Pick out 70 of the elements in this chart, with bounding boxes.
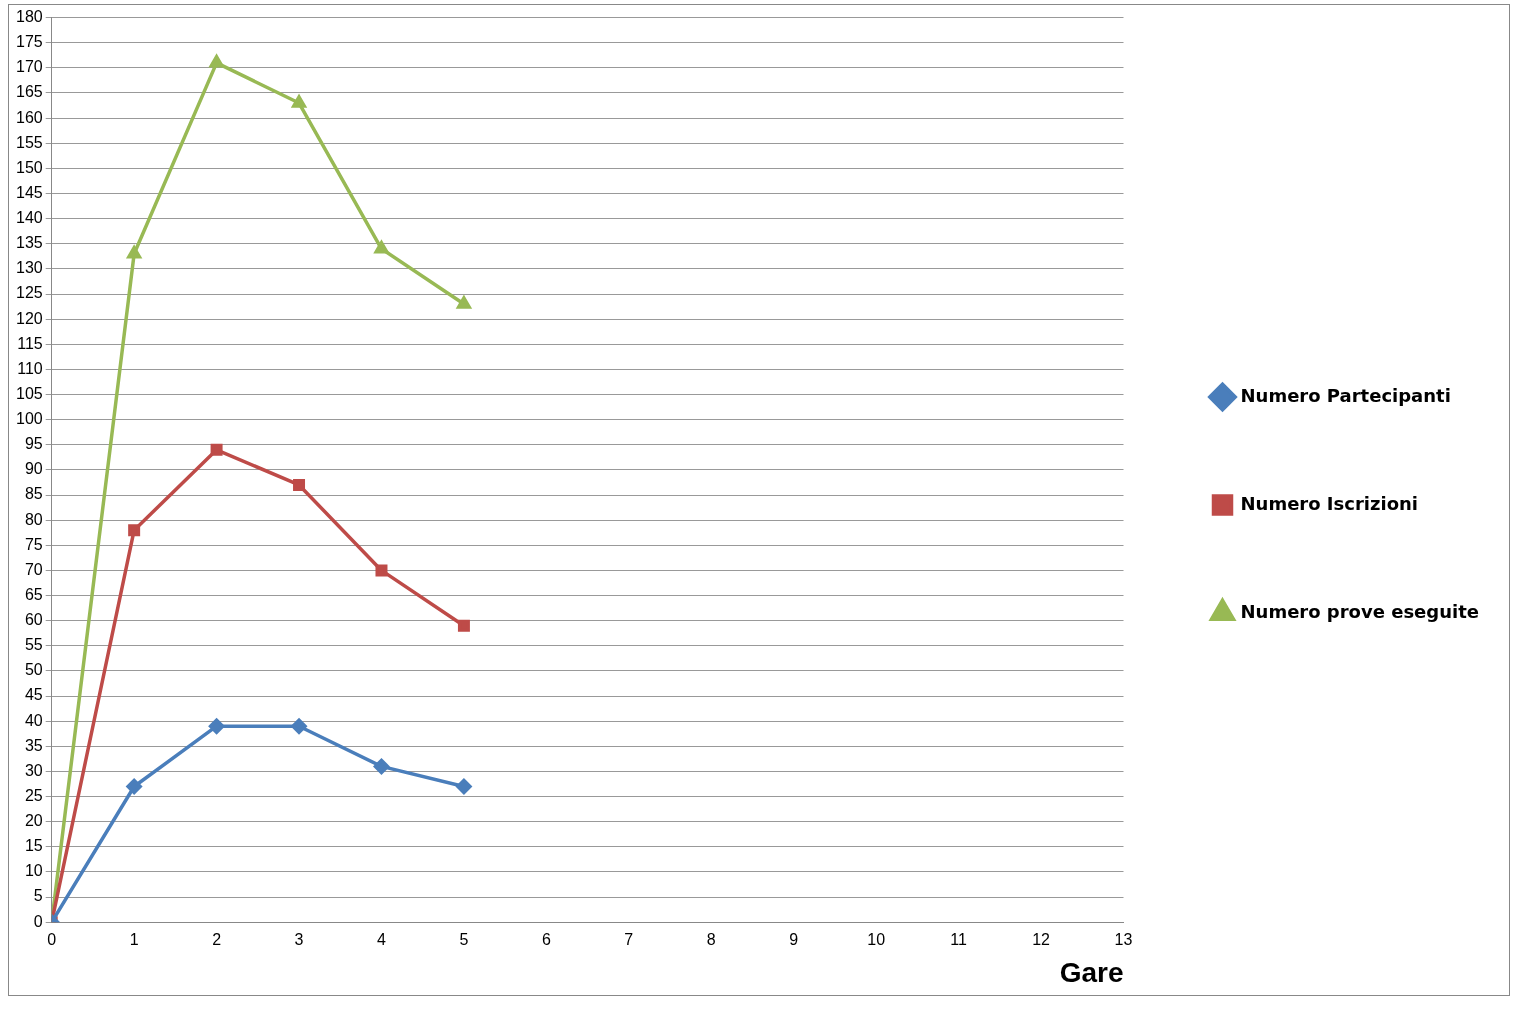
y-tick-label: 100 [15,410,43,428]
point [374,241,389,254]
point [456,778,472,795]
point [210,443,223,456]
y-tick-label: 175 [15,33,43,51]
x-tick-label: 8 [706,931,716,949]
x-tick-label: 11 [950,931,968,949]
y-tick-label: 140 [15,209,43,227]
y-tick-label: 170 [15,58,43,76]
x-tick-label: 12 [1032,931,1051,949]
y-tick-label: 30 [24,761,43,779]
legend-label: Numero Iscrizioni [1240,492,1418,514]
point [293,478,306,491]
point [456,296,471,309]
x-tick-label: 1 [129,931,139,949]
y-tick-label: 45 [24,686,43,704]
y-tick-label: 65 [24,585,43,603]
y-tick-label: 85 [24,485,43,503]
y-tick-label: 50 [24,661,43,679]
y-tick-label: 135 [15,234,43,252]
y-tick-label: 110 [17,359,43,377]
y-tick-label: 15 [24,837,43,855]
point [208,718,225,734]
x-tick-label: 0 [47,931,57,949]
x-tick-label: 6 [541,931,551,949]
point [292,95,306,108]
y-tick-label: 125 [15,284,43,302]
x-tick-label: 9 [789,931,799,949]
point [373,758,390,775]
y-tick-label: 165 [15,83,43,101]
x-tick-label: 3 [294,931,304,949]
y-tick-label: 10 [24,862,43,880]
x-tick-label: 7 [624,931,634,949]
y-tick-label: 180 [15,8,43,26]
y-tick-label: 155 [15,133,43,151]
y-tick-label: 20 [24,812,43,830]
y-tick-label: 60 [24,611,43,629]
y-tick-label: 0 [33,912,43,930]
y-tick-label: 70 [24,560,43,578]
y-tick-label: 55 [24,636,43,654]
y-tick-label: 115 [17,334,43,352]
y-tick-label: 160 [15,108,43,126]
x-tick-label: 10 [867,931,886,949]
point [127,246,142,259]
point [291,718,307,734]
y-tick-label: 120 [15,309,43,327]
legend-label: Numero Partecipanti [1240,384,1451,406]
point [457,619,470,632]
point [126,778,142,795]
x-tick-label: 13 [1114,931,1133,949]
y-tick-label: 40 [24,711,43,729]
y-tick-label: 105 [15,384,43,402]
y-tick-label: 25 [24,786,43,804]
y-tick-label: 95 [24,435,43,453]
x-tick-label: 5 [459,931,469,949]
point [128,524,141,537]
y-tick-label: 80 [24,510,43,528]
y-tick-label: 150 [15,158,43,176]
y-tick-label: 90 [24,460,43,478]
y-tick-label: 130 [15,259,43,277]
y-tick-label: 75 [24,535,43,553]
legend-label: Numero prove eseguite [1240,600,1479,622]
point [209,55,224,68]
y-tick-label: 145 [15,183,43,201]
x-tick-label: 4 [377,931,387,949]
y-tick-label: 5 [33,887,43,905]
x-axis-title: Gare [1059,956,1124,988]
x-tick-label: 2 [212,931,222,949]
y-tick-label: 35 [24,736,43,754]
point [375,564,388,577]
